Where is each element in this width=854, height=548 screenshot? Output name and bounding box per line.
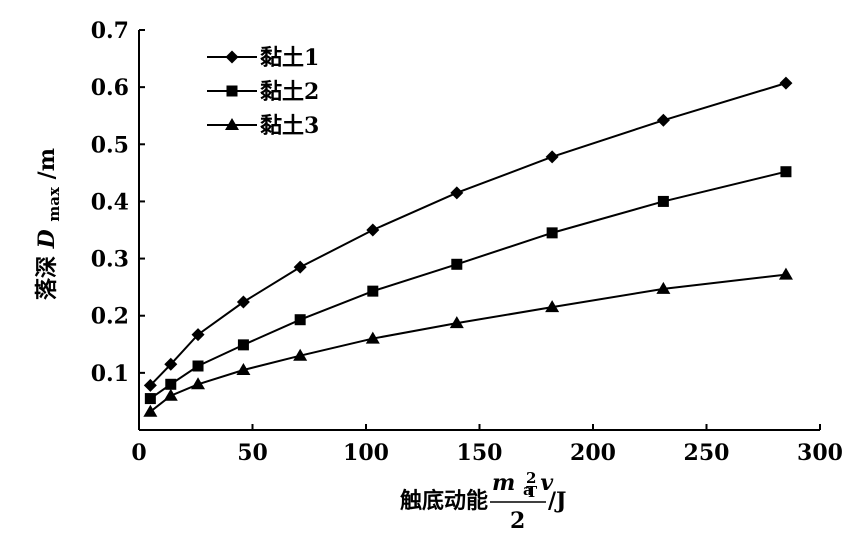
x-tick-label: 50 — [237, 440, 268, 466]
x-tick-label: 250 — [684, 440, 730, 466]
y-tick-label: 0.3 — [91, 247, 129, 273]
y-tick-label: 0.2 — [91, 304, 129, 330]
data-point-triangle — [236, 363, 251, 375]
series-line — [149, 273, 787, 413]
legend-label: 黏土2 — [260, 79, 319, 105]
data-point-square — [144, 393, 156, 405]
data-point-triangle — [293, 348, 308, 361]
x-tick-label: 0 — [131, 440, 146, 466]
y-tick-label: 0.6 — [91, 75, 129, 101]
y-axis-title-sub: max — [45, 186, 63, 222]
legend-label: 黏土1 — [260, 45, 319, 71]
legend-marker-diamond — [225, 50, 239, 64]
data-point-diamond — [779, 76, 793, 90]
data-point-diamond — [143, 378, 157, 392]
data-point-square — [192, 360, 204, 372]
data-point-square — [780, 166, 792, 178]
series-2 — [144, 166, 792, 405]
x-axis-fraction: m a v 2 T 2 /J — [490, 469, 566, 534]
series-1 — [143, 76, 793, 392]
x-axis-title-unit: /J — [548, 488, 566, 514]
data-point-square — [546, 227, 558, 239]
series-line — [149, 170, 787, 400]
series-3 — [143, 267, 793, 417]
data-point-diamond — [545, 150, 559, 164]
legend-item-1: 黏土1 — [207, 45, 319, 71]
data-point-triangle — [191, 377, 206, 390]
y-tick-label: 0.7 — [91, 18, 129, 44]
x-axis-title: 触底动能 — [400, 488, 488, 514]
data-point-square — [237, 339, 249, 351]
data-point-square — [294, 314, 306, 326]
x-axis-title-prefix: 触底动能 — [400, 488, 488, 514]
data-point-triangle — [656, 281, 671, 294]
x-tick-label: 150 — [457, 440, 503, 466]
x-axis-title-v-sub: T — [526, 483, 538, 501]
legend-item-2: 黏土2 — [207, 79, 319, 105]
legend-label: 黏土3 — [260, 113, 319, 139]
x-tick-label: 300 — [797, 440, 843, 466]
data-point-diamond — [656, 113, 670, 127]
data-point-square — [657, 195, 669, 207]
data-point-diamond — [293, 260, 307, 274]
legend: 黏土1 黏土2 黏土3 — [207, 45, 319, 139]
y-axis-title: 落深 D max /m — [34, 148, 65, 300]
y-axis-title-prefix: 落深 — [34, 256, 60, 300]
data-point-square — [451, 258, 463, 270]
y-axis-title-var: D — [34, 229, 60, 249]
x-tick-label: 200 — [570, 440, 616, 466]
svg-text:m a v: m a v — [492, 470, 553, 501]
y-axis-title-unit: /m — [34, 148, 60, 179]
x-axis-title-m: m — [492, 470, 515, 496]
data-point-diamond — [450, 186, 464, 200]
x-tick-label: 100 — [343, 440, 389, 466]
data-point-diamond — [191, 328, 205, 342]
x-axis-title-denominator: 2 — [510, 508, 525, 534]
x-axis-title-m-sub: a — [523, 481, 533, 499]
data-point-triangle — [778, 267, 793, 280]
x-axis-title-v-sup: 2 — [526, 469, 536, 487]
legend-marker-triangle — [225, 118, 239, 130]
series-line — [149, 82, 787, 387]
data-point-triangle — [365, 331, 380, 344]
data-point-triangle — [163, 388, 178, 401]
data-point-diamond — [236, 295, 250, 309]
x-axis-title-v: v — [540, 470, 553, 496]
series-layer — [143, 76, 793, 417]
data-point-triangle — [143, 404, 158, 417]
y-tick-label: 0.4 — [91, 189, 129, 215]
data-point-square — [165, 378, 177, 390]
ticks: 0 50 100 150 200 250 300 0.1 0.2 0.3 0.4 0.5 0.6 0.7 — [91, 18, 843, 466]
data-point-diamond — [366, 223, 380, 237]
y-tick-label: 0.1 — [91, 361, 129, 387]
y-tick-label: 0.5 — [91, 132, 129, 158]
data-point-diamond — [164, 357, 178, 371]
legend-item-3: 黏土3 — [207, 113, 319, 139]
data-point-square — [367, 285, 379, 297]
data-point-triangle — [449, 316, 464, 329]
legend-marker-square — [226, 85, 238, 97]
data-point-triangle — [545, 300, 560, 313]
